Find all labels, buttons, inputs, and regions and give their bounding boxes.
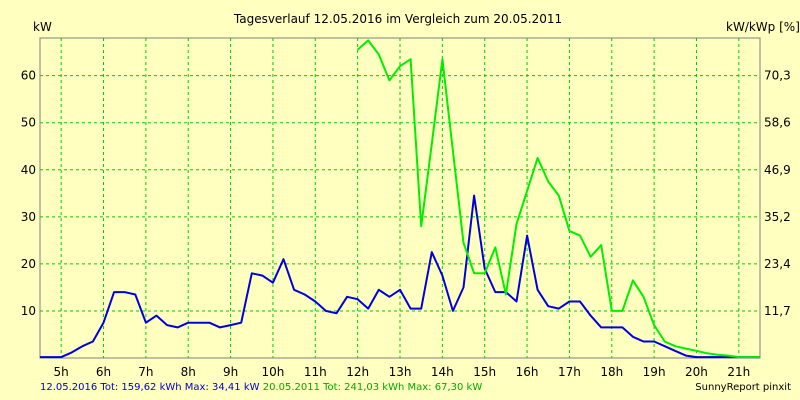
series-line-12-05-2016	[40, 194, 760, 359]
x-tick-label: 12h	[346, 365, 369, 379]
x-tick-label: 14h	[431, 365, 454, 379]
footer-stats: 12.05.2016 Tot: 159,62 kWh Max: 34,41 kW…	[40, 382, 482, 393]
footer-stats-2016: 12.05.2016 Tot: 159,62 kWh Max: 34,41 kW	[40, 382, 260, 393]
x-tick-label: 10h	[262, 365, 285, 379]
y-right-tick-label: 70,3	[764, 69, 791, 83]
footer-stats-2011: 20.05.2011 Tot: 241,03 kWh Max: 67,30 kW	[262, 382, 483, 393]
x-tick-label: 7h	[138, 365, 153, 379]
y-left-tick-label: 50	[21, 116, 36, 130]
x-tick-label: 19h	[643, 365, 666, 379]
x-tick-label: 11h	[304, 365, 327, 379]
series-line-20-05-2011	[356, 39, 760, 359]
y-left-tick-label: 20	[21, 257, 36, 271]
chart-title: Tagesverlauf 12.05.2016 im Vergleich zum…	[233, 12, 562, 26]
right-axis-label: kW/kWp [%]	[726, 20, 800, 34]
x-tick-label: 13h	[389, 365, 412, 379]
x-tick-label: 6h	[96, 365, 111, 379]
x-axis-ticks: 5h 6h 7h 8h 9h 10h 11h 12h 13h 14h 15h 16h 17h 18h 19h…	[54, 365, 751, 379]
y-left-tick-label: 10	[21, 304, 36, 318]
left-axis-label: kW	[33, 20, 52, 34]
right-y-axis-ticks: 11,7 23,4 35,2 46,9 58,6 70,3	[764, 69, 791, 318]
footer-credit: SunnyReport pinxit	[695, 382, 791, 393]
y-right-tick-label: 23,4	[764, 257, 791, 271]
x-tick-label: 16h	[516, 365, 539, 379]
y-right-tick-label: 35,2	[764, 210, 791, 224]
x-tick-label: 15h	[473, 365, 496, 379]
y-left-tick-label: 30	[21, 210, 36, 224]
y-right-tick-label: 46,9	[764, 163, 791, 177]
x-tick-label: 5h	[54, 365, 69, 379]
x-tick-label: 20h	[685, 365, 708, 379]
y-left-tick-label: 40	[21, 163, 36, 177]
x-tick-label: 18h	[600, 365, 623, 379]
x-tick-label: 17h	[558, 365, 581, 379]
x-tick-label: 9h	[223, 365, 238, 379]
y-right-tick-label: 58,6	[764, 116, 791, 130]
x-tick-label: 21h	[727, 365, 750, 379]
y-right-tick-label: 11,7	[764, 304, 791, 318]
x-tick-label: 8h	[181, 365, 196, 379]
series-lines	[40, 39, 760, 359]
grid-lines	[40, 38, 760, 358]
left-y-axis-ticks: 10 20 30 40 50 60	[21, 69, 36, 318]
y-left-tick-label: 60	[21, 69, 36, 83]
